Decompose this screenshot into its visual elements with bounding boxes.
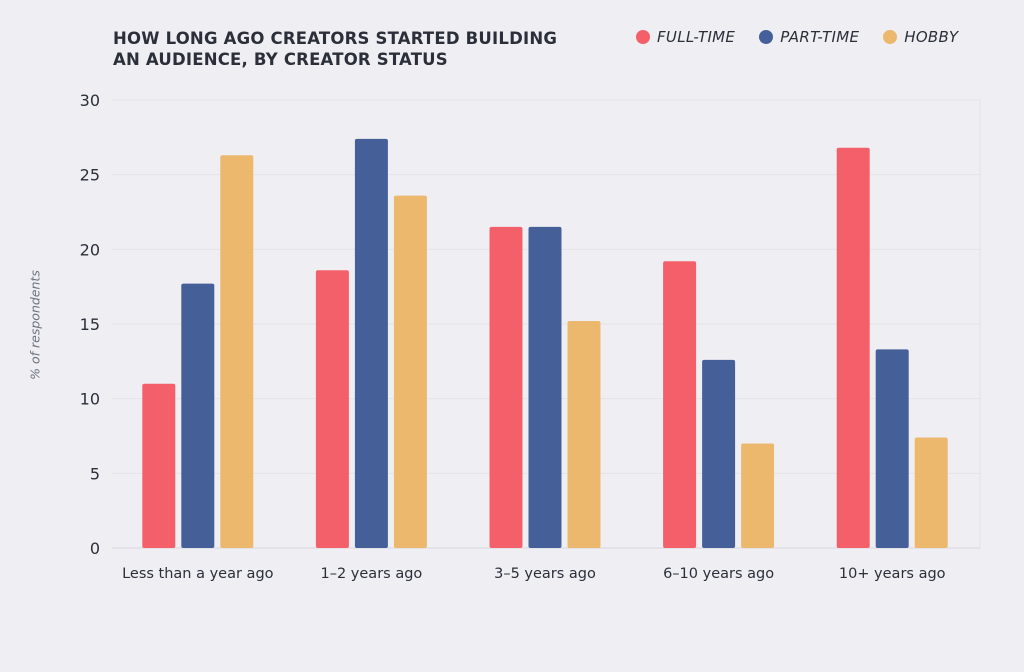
y-tick-label: 15: [80, 315, 100, 334]
y-tick-label: 0: [90, 539, 100, 558]
legend-item-hobby: HOBBY: [883, 28, 958, 46]
x-tick-label: Less than a year ago: [122, 566, 274, 582]
chart-title: HOW LONG AGO CREATORS STARTED BUILDING A…: [113, 29, 558, 69]
bar-part-time-5: [875, 349, 909, 548]
y-tick-label: 30: [80, 91, 100, 110]
legend-label-part-time: PART-TIME: [780, 28, 860, 46]
bar-hobby-5: [914, 437, 948, 548]
legend-swatch-full-time: [636, 30, 650, 44]
bar-part-time-3: [528, 226, 562, 548]
bar-full-time-4: [663, 261, 697, 548]
legend-swatch-part-time: [759, 30, 774, 44]
bar-full-time-3: [489, 226, 523, 548]
y-tick-label: 20: [80, 240, 100, 259]
legend-item-full-time: FULL-TIME: [636, 28, 735, 46]
legend-label-full-time: FULL-TIME: [657, 28, 736, 46]
y-tick-label: 5: [90, 464, 100, 483]
bar-full-time-2: [315, 270, 349, 548]
bar-full-time-5: [836, 147, 870, 548]
legend-label-hobby: HOBBY: [904, 28, 959, 46]
bar-part-time-4: [702, 359, 736, 548]
bar-full-time-1: [142, 383, 176, 548]
x-tick-label: 10+ years ago: [839, 566, 946, 582]
x-tick-label: 6–10 years ago: [663, 566, 774, 582]
legend-item-part-time: PART-TIME: [759, 28, 859, 46]
bar-hobby-2: [393, 195, 427, 548]
y-tick-label: 25: [80, 166, 100, 185]
bar-hobby-4: [741, 443, 775, 548]
y-tick-label: 10: [80, 390, 100, 409]
bar-part-time-2: [354, 138, 388, 548]
bar-hobby-3: [567, 321, 601, 548]
bar-part-time-1: [181, 283, 215, 548]
legend-swatch-hobby: [883, 30, 898, 44]
legend: FULL-TIME PART-TIME HOBBY: [636, 28, 958, 46]
x-tick-label: 1–2 years ago: [321, 566, 423, 582]
x-tick-label: 3–5 years ago: [494, 566, 596, 582]
bar-hobby-1: [220, 155, 254, 548]
